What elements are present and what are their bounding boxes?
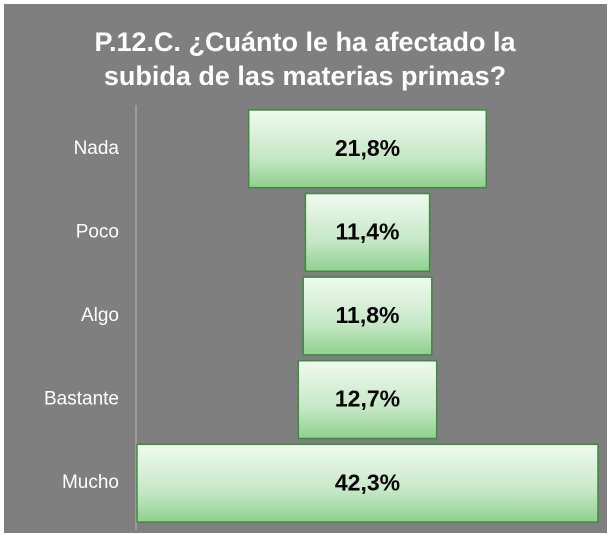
category-label: Nada [74, 138, 120, 159]
bar [302, 276, 433, 356]
bar [297, 359, 438, 440]
data-label: 11,4% [336, 218, 400, 244]
category-label: Poco [76, 221, 119, 242]
category-label: Algo [81, 305, 119, 326]
chart-title: P.12.C. ¿Cuánto le ha afectado la [94, 27, 516, 57]
data-label: 21,8% [335, 135, 400, 161]
data-label: 12,7% [335, 386, 400, 412]
bar [136, 443, 599, 523]
bar [304, 192, 431, 273]
category-label: Bastante [44, 389, 119, 410]
data-label: 42,3% [335, 469, 400, 495]
chart-title: subida de las materias primas? [104, 61, 506, 91]
data-label: 11,8% [336, 302, 400, 328]
category-label: Mucho [62, 472, 119, 493]
bar [247, 109, 488, 189]
